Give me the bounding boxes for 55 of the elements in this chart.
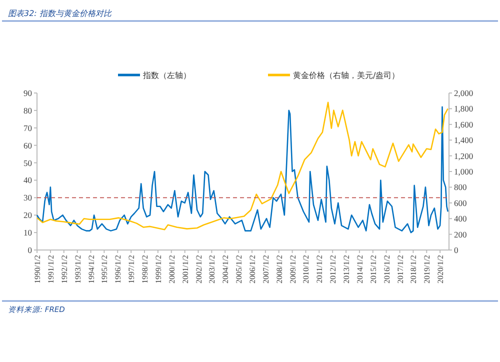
y-tick-label: 80: [24, 105, 32, 116]
x-tick-label: 2006/1/2: [248, 255, 257, 284]
y2-tick-label: 1,600: [454, 119, 474, 130]
y-tick-label: 60: [24, 140, 32, 150]
x-tick-label: 2012/1/2: [328, 255, 338, 284]
legend-label: 指数（左轴）: [142, 71, 191, 80]
y2-tick-label: 1,200: [454, 150, 474, 161]
x-tick-label: 1999/1/2: [154, 255, 163, 284]
x-tick-label: 1992/1/2: [60, 255, 69, 284]
x-tick-label: 2000/1/2: [167, 255, 176, 284]
x-tick-label: 2004/1/2: [221, 255, 230, 284]
x-tick-label: 2017/1/2: [396, 255, 405, 284]
y-tick-label: 20: [24, 210, 32, 220]
x-tick-label: 1993/1/2: [73, 255, 82, 284]
y-tick-label: 50: [24, 158, 32, 168]
y2-tick-label: 600: [454, 198, 467, 208]
x-tick-label: 1991/1/2: [46, 255, 56, 284]
y2-tick-label: 800: [454, 182, 467, 192]
x-tick-label: 1996/1/2: [114, 255, 123, 284]
y-tick-label: 90: [24, 88, 32, 98]
x-tick-label: 2010/1/2: [302, 255, 311, 284]
x-tick-label: 1990/1/2: [33, 255, 42, 284]
x-tick-label: 2014/1/2: [355, 255, 364, 284]
x-tick-label: 2011/1/2: [315, 255, 324, 284]
x-tick-label: 2019/1/2: [422, 255, 432, 284]
y2-tick-label: 1,800: [454, 104, 474, 114]
x-tick-label: 1997/1/2: [127, 255, 136, 284]
x-tick-label: 2009/1/2: [288, 255, 298, 284]
x-tick-label: 2015/1/2: [368, 255, 378, 284]
x-tick-label: 2018/1/2: [409, 255, 418, 284]
y2-tick-label: 400: [454, 214, 467, 224]
y2-tick-label: 200: [454, 229, 467, 240]
y-tick-label: 70: [24, 122, 32, 133]
x-tick-label: 2013/1/2: [342, 255, 352, 284]
y-tick-label: 0: [28, 245, 32, 255]
x-tick-label: 1998/1/2: [140, 255, 150, 284]
x-tick-label: 2007/1/2: [261, 255, 270, 284]
x-tick-label: 1995/1/2: [100, 255, 110, 284]
y-tick-label: 40: [24, 175, 32, 186]
y-tick-label: 10: [24, 228, 32, 238]
y2-tick-label: 1,400: [454, 135, 474, 146]
x-tick-label: 2001/1/2: [180, 255, 190, 284]
x-tick-label: 2002/1/2: [194, 255, 204, 284]
y2-tick-label: 1,000: [454, 166, 474, 176]
x-tick-label: 2005/1/2: [234, 255, 244, 284]
x-tick-label: 1994/1/2: [86, 255, 96, 284]
x-tick-label: 2008/1/2: [274, 255, 284, 284]
x-tick-label: 2016/1/2: [382, 255, 392, 284]
y2-tick-label: 2,000: [454, 88, 474, 98]
y-tick-label: 30: [24, 192, 32, 203]
x-tick-label: 2020/1/2: [436, 255, 446, 284]
chart-title: 图表32: 指数与黄金价格对比: [8, 9, 112, 18]
legend-label: 黄金价格（右轴，美元/盎司）: [293, 71, 400, 80]
y2-tick-label: 0: [454, 245, 458, 255]
x-tick-label: 2003/1/2: [208, 255, 217, 284]
